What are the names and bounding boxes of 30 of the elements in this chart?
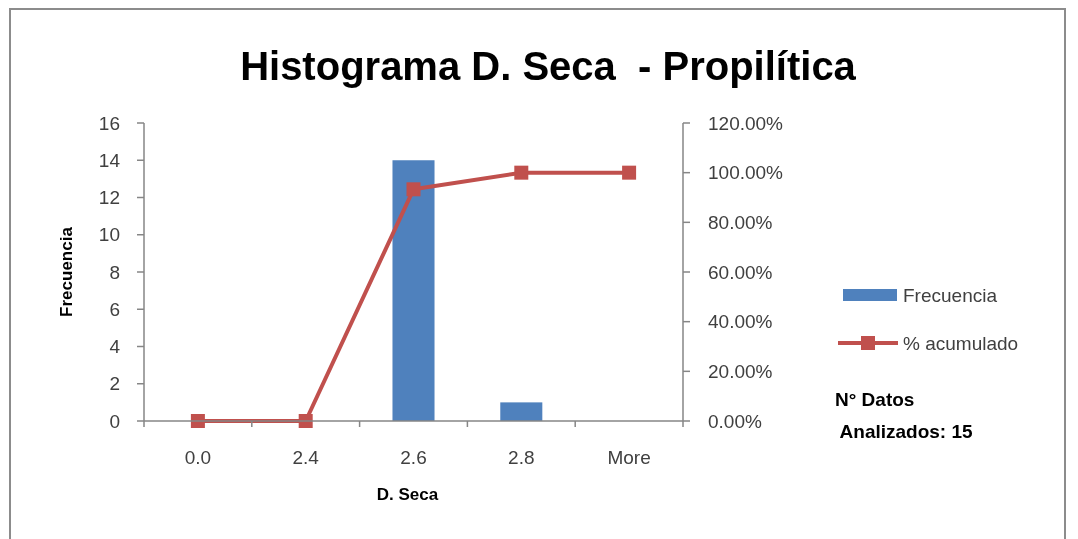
x-tick-label: More	[607, 447, 651, 468]
x-tick-label: 2.6	[400, 447, 427, 468]
y-tick-label: 12	[98, 187, 120, 209]
y2-tick-label: 100.00%	[708, 162, 784, 184]
y-tick-label: 6	[109, 298, 120, 320]
point	[622, 165, 637, 180]
y2-tick-label: 40.00%	[708, 311, 773, 333]
chart-title: Histograma D. Seca - Propilítica	[240, 44, 857, 88]
y-tick-label: 16	[98, 112, 120, 134]
y-tick-label: 10	[98, 224, 120, 246]
y-axis-title: Frecuencia	[57, 226, 76, 317]
text: N° Datos Analizados: 15	[835, 389, 974, 442]
point	[514, 165, 529, 180]
x-tick-label: 0.0	[184, 447, 212, 468]
legend-label: Frecuencia	[903, 284, 998, 306]
y2-tick-label: 80.00%	[708, 211, 773, 233]
y-tick-label: 4	[109, 336, 121, 358]
point	[406, 182, 421, 197]
y-tick-label: 0	[109, 410, 120, 432]
y2-tick-label: 20.00%	[708, 360, 773, 382]
x-tick-label: 2.4	[292, 447, 320, 468]
legend-label: % acumulado	[903, 332, 1019, 354]
y2-tick-label: 60.00%	[708, 261, 773, 283]
y2-tick-label: 120.00%	[708, 112, 784, 134]
x-axis-title: D. Seca	[376, 485, 439, 504]
x-tick-label: 2.8	[508, 447, 535, 468]
y-tick-label: 8	[109, 261, 120, 283]
y-tick-label: 14	[98, 149, 121, 171]
y2-tick-label: 0.00%	[708, 410, 762, 432]
y-tick-label: 2	[109, 373, 120, 395]
